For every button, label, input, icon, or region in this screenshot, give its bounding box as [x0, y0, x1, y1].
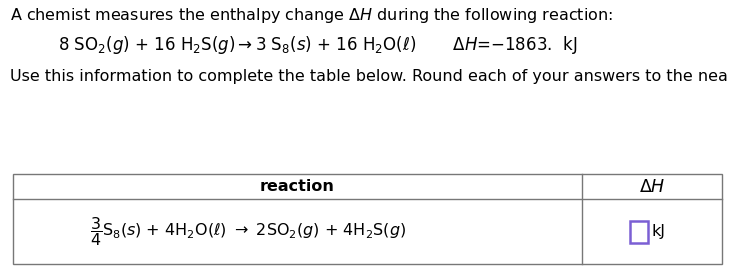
Text: $\Delta H$: $\Delta H$ — [639, 178, 665, 196]
Text: $\dfrac{3}{4}$S$_8$($s$) + 4H$_2$O($\ell$) $\rightarrow$ 2SO$_2$($g$) + 4H$_2$S(: $\dfrac{3}{4}$S$_8$($s$) + 4H$_2$O($\ell… — [90, 215, 406, 248]
Text: A chemist measures the enthalpy change $\Delta H$ during the following reaction:: A chemist measures the enthalpy change $… — [10, 6, 613, 25]
Bar — [13, 174, 722, 264]
Text: kJ: kJ — [652, 224, 666, 239]
Bar — [630, 221, 648, 242]
Text: Use this information to complete the table below. Round each of your answers to : Use this information to complete the tab… — [10, 69, 728, 84]
Text: reaction: reaction — [260, 179, 335, 194]
Text: 8 SO$_2$($g$) + 16 H$_2$S($g$)$\rightarrow$3 S$_8$($s$) + 16 H$_2$O($\ell$)     : 8 SO$_2$($g$) + 16 H$_2$S($g$)$\rightarr… — [58, 34, 578, 56]
